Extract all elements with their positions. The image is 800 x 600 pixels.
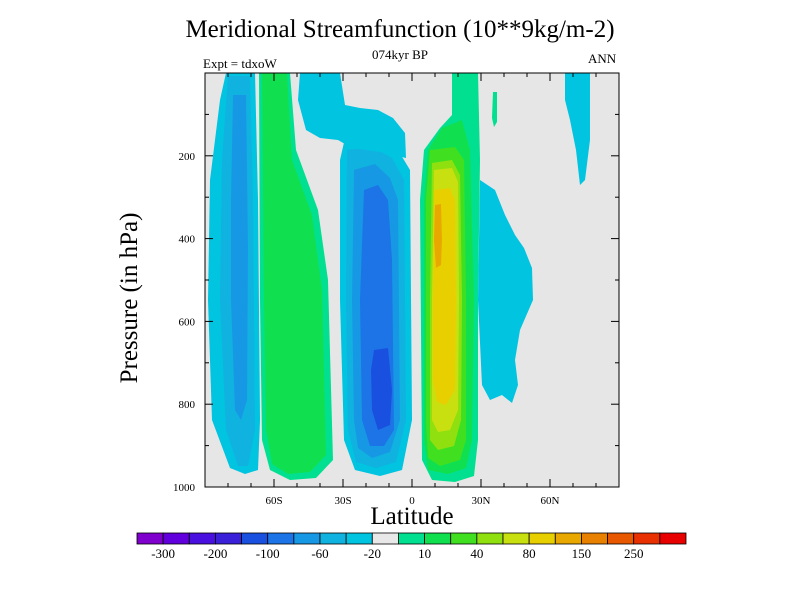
colorbar-label-7: 80 — [523, 546, 536, 561]
y-tick-label-600: 600 — [179, 316, 196, 328]
x-tick-label--30: 30S — [334, 495, 351, 507]
colorbar-label-6: 40 — [470, 546, 483, 561]
colorbar-label-0: -300 — [151, 546, 175, 561]
colorbar-box-5 — [267, 532, 295, 545]
colorbar-box-16 — [554, 532, 582, 545]
x-tick-label--60: 60S — [265, 495, 282, 507]
colorbar-label-2: -100 — [256, 546, 280, 561]
colorbar-box-1 — [162, 532, 190, 545]
colorbar-box-9 — [371, 532, 399, 545]
y-tick-label-800: 800 — [179, 399, 196, 411]
upper-neg-cell — [298, 73, 406, 158]
colorbar-box-6 — [293, 532, 321, 545]
x-tick-label-60: 60N — [541, 495, 560, 507]
x-tick-label-0: 0 — [409, 495, 415, 507]
s-ferrel-cell-inner — [262, 73, 326, 474]
colorbar-box-20 — [659, 532, 687, 545]
n-ferrel-cell — [478, 180, 533, 403]
colorbar-box-19 — [633, 532, 661, 545]
colorbar-box-17 — [581, 532, 608, 545]
colorbar-label-3: -60 — [311, 546, 328, 561]
colorbar-box-15 — [528, 532, 556, 545]
x-axis-label: Latitude — [370, 503, 454, 530]
y-tick-label-400: 400 — [179, 234, 196, 246]
x-tick-label-30: 30N — [472, 495, 491, 507]
colorbar-box-18 — [607, 532, 635, 545]
n-small-pos-cell — [492, 92, 497, 127]
y-tick-label-1000: 1000 — [173, 482, 196, 494]
colorbar-box-3 — [215, 532, 242, 545]
colorbar-box-10 — [398, 532, 425, 545]
n-polar-cell — [565, 73, 590, 185]
s-hadley-cell-core — [371, 348, 392, 430]
s-polar-cell-inner — [231, 95, 248, 420]
n-hadley-cell-core — [434, 204, 442, 268]
colorbar-label-9: 250 — [624, 546, 644, 561]
colorbar-box-14 — [502, 532, 530, 545]
colorbar-box-0 — [136, 532, 164, 545]
chart-title: Meridional Streamfunction (10**9kg/m-2) — [185, 16, 615, 43]
colorbar-label-1: -200 — [204, 546, 228, 561]
colorbar-box-13 — [476, 532, 504, 545]
colorbar-box-8 — [345, 532, 373, 545]
chart-subtitle: 074kyr BP — [372, 47, 428, 62]
colorbar-box-7 — [319, 532, 347, 545]
colorbar-box-12 — [450, 532, 478, 545]
season-label: ANN — [588, 51, 617, 66]
experiment-label: Expt = tdxoW — [203, 56, 277, 71]
colorbar-box-11 — [424, 532, 452, 545]
colorbar-box-4 — [241, 532, 269, 545]
y-tick-label-200: 200 — [179, 151, 196, 163]
colorbar-label-5: 10 — [418, 546, 431, 561]
colorbar-label-8: 150 — [572, 546, 592, 561]
colorbar-label-4: -20 — [364, 546, 381, 561]
colorbar-box-2 — [188, 532, 216, 545]
